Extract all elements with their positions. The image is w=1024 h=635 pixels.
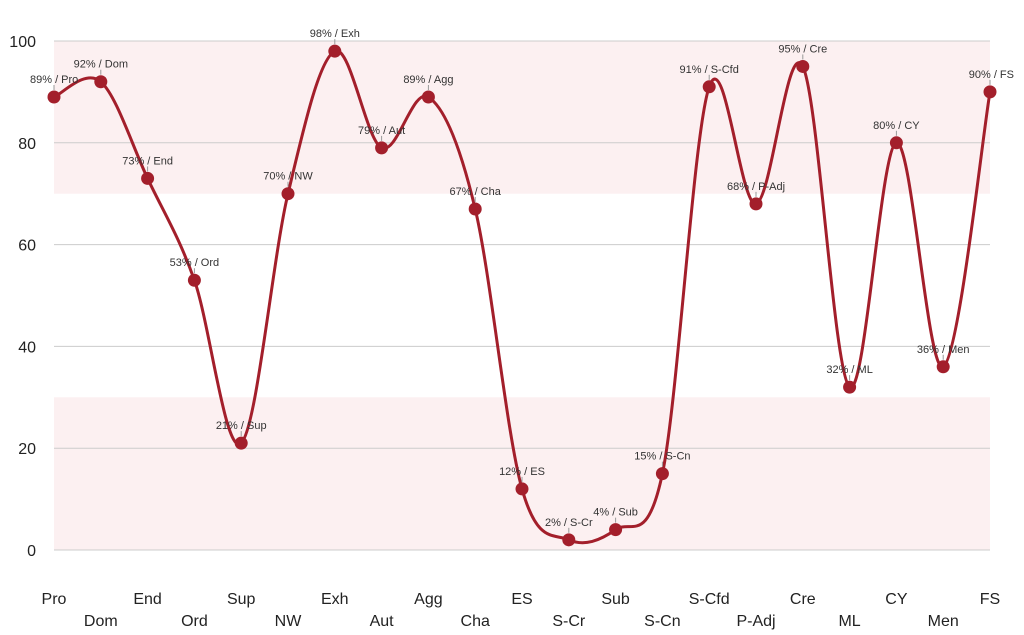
y-tick-label: 100 xyxy=(9,34,36,51)
data-point xyxy=(796,59,810,73)
data-point xyxy=(187,273,201,287)
y-tick-label: 0 xyxy=(27,543,36,560)
data-point xyxy=(936,360,950,374)
x-tick-label: Cre xyxy=(790,591,816,608)
data-point xyxy=(515,482,529,496)
x-tick-label: CY xyxy=(885,591,908,608)
data-point xyxy=(702,80,716,94)
x-tick-label: S-Cr xyxy=(552,613,586,630)
data-point xyxy=(375,141,389,155)
x-tick-label: Dom xyxy=(84,613,118,630)
data-label: 98% / Exh xyxy=(310,28,360,40)
background-band xyxy=(54,41,990,194)
data-label: 80% / CY xyxy=(873,120,920,132)
data-label: 32% / ML xyxy=(826,364,872,376)
data-point xyxy=(47,90,61,104)
background-band xyxy=(54,397,990,550)
data-label: 70% / NW xyxy=(263,171,313,183)
data-label: 95% / Cre xyxy=(778,43,827,55)
data-label: 89% / Pro xyxy=(30,74,78,86)
x-tick-label: NW xyxy=(275,613,303,630)
x-tick-label: S-Cfd xyxy=(689,591,730,608)
data-label: 90% / FS xyxy=(969,69,1014,81)
data-point xyxy=(843,380,857,394)
data-label: 73% / End xyxy=(122,155,173,167)
x-tick-label: S-Cn xyxy=(644,613,680,630)
data-label: 68% / P-Adj xyxy=(727,181,785,193)
data-point xyxy=(562,533,576,547)
data-point xyxy=(609,523,623,537)
x-tick-label: Sub xyxy=(601,591,630,608)
data-label: 67% / Cha xyxy=(450,186,502,198)
x-tick-label: Pro xyxy=(42,591,67,608)
y-tick-label: 60 xyxy=(18,238,36,255)
data-point xyxy=(94,75,108,89)
data-label: 91% / S-Cfd xyxy=(680,64,739,76)
data-label: 92% / Dom xyxy=(74,59,128,71)
data-point xyxy=(281,187,295,201)
data-point xyxy=(421,90,435,104)
x-tick-label: Agg xyxy=(414,591,442,608)
x-tick-label: Men xyxy=(928,613,959,630)
data-point xyxy=(655,467,669,481)
x-tick-label: P-Adj xyxy=(736,613,775,630)
data-label: 89% / Agg xyxy=(403,74,453,86)
data-label: 79% / Aut xyxy=(358,125,405,137)
data-point xyxy=(328,44,342,58)
y-tick-label: 20 xyxy=(18,441,36,458)
data-point xyxy=(234,436,248,450)
x-tick-label: ML xyxy=(838,613,860,630)
x-tick-label: Cha xyxy=(461,613,490,630)
x-tick-label: Sup xyxy=(227,591,256,608)
x-tick-label: Ord xyxy=(181,613,208,630)
data-label: 15% / S-Cn xyxy=(634,451,690,463)
data-label: 53% / Ord xyxy=(170,257,220,269)
x-tick-label: ES xyxy=(511,591,532,608)
data-label: 2% / S-Cr xyxy=(545,517,593,529)
data-label: 21% / Sup xyxy=(216,420,267,432)
data-label: 12% / ES xyxy=(499,466,545,478)
x-tick-label: FS xyxy=(980,591,1000,608)
data-point xyxy=(889,136,903,150)
y-tick-label: 40 xyxy=(18,339,36,356)
data-point xyxy=(141,171,155,185)
data-label: 36% / Men xyxy=(917,344,970,356)
x-tick-label: Aut xyxy=(370,613,395,630)
data-label: 4% / Sub xyxy=(593,507,638,519)
data-point xyxy=(749,197,763,211)
data-point xyxy=(983,85,997,99)
y-tick-label: 80 xyxy=(18,136,36,153)
data-point xyxy=(468,202,482,216)
x-tick-label: End xyxy=(133,591,161,608)
x-tick-label: Exh xyxy=(321,591,349,608)
